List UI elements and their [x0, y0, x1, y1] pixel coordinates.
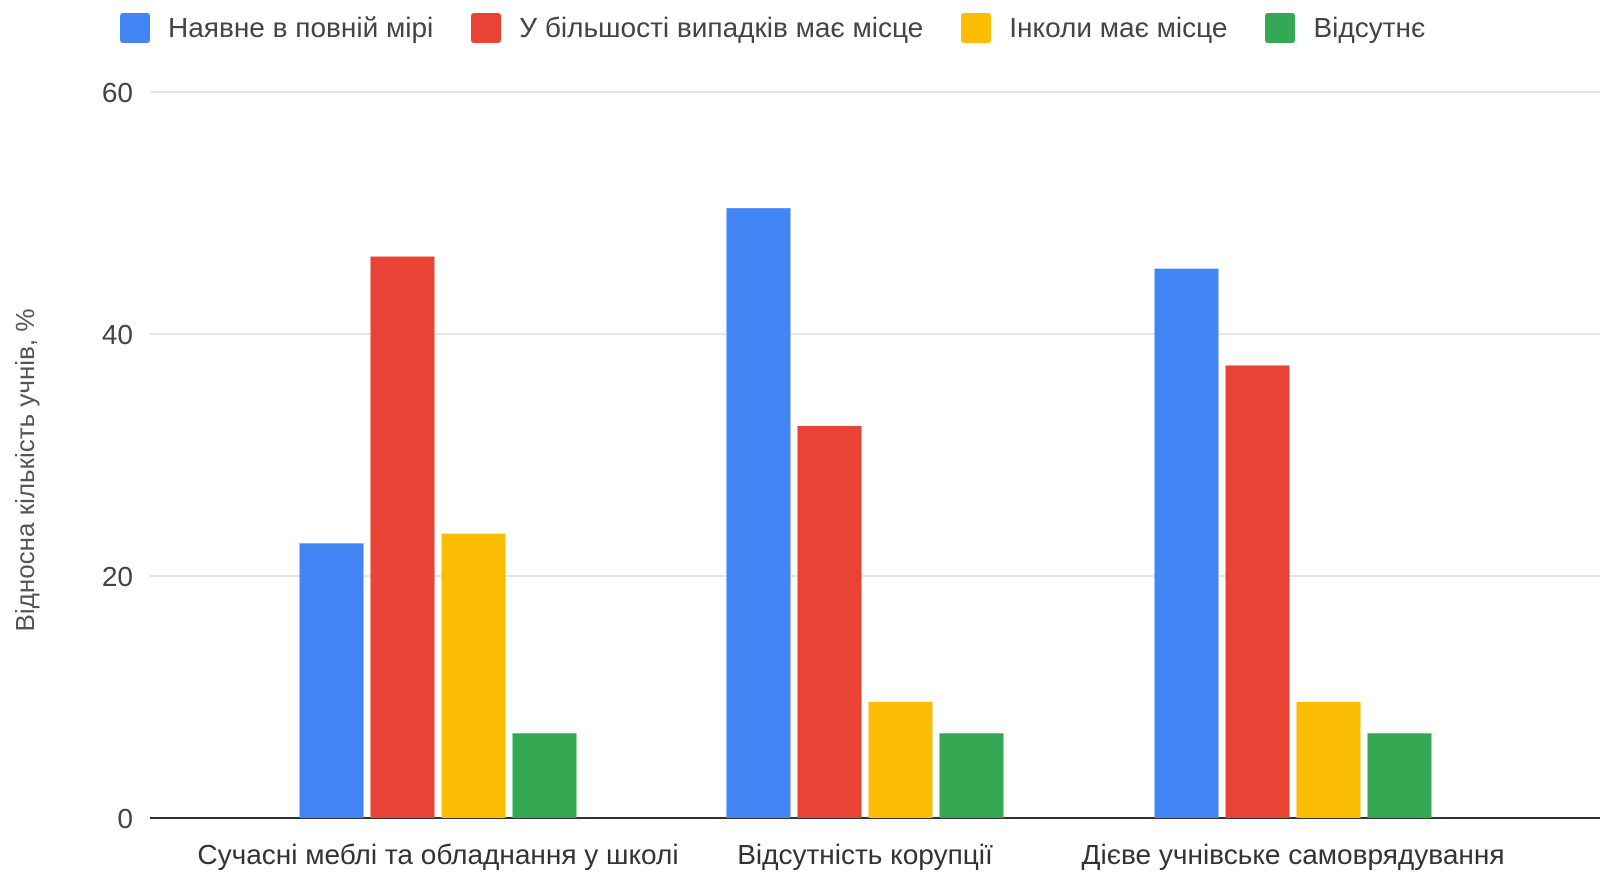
legend-item-sometimes-present[interactable]: Інколи має місце — [961, 12, 1227, 44]
legend-swatch-mostly-present — [471, 13, 502, 43]
bars — [299, 208, 1432, 818]
legend-swatch-absent — [1265, 13, 1296, 43]
legend-label-fully-present: Наявне в повній мірі — [168, 12, 434, 43]
y-tick-label: 60 — [102, 77, 133, 108]
chart-legend: Наявне в повній мірі У більшості випадкі… — [120, 6, 1463, 50]
y-axis-ticks: 0 20 40 60 — [102, 77, 133, 834]
bar-series2-cat0[interactable] — [441, 533, 506, 818]
legend-label-absent: Відсутнє — [1313, 12, 1426, 43]
bar-series1-cat1[interactable] — [797, 425, 862, 818]
x-category-label: Сучасні меблі та обладнання у школі — [197, 839, 678, 870]
y-tick-label: 0 — [117, 803, 133, 834]
bar-series2-cat2[interactable] — [1296, 701, 1361, 818]
x-category-label: Дієве учнівське самоврядування — [1082, 839, 1505, 870]
bar-series3-cat2[interactable] — [1367, 733, 1432, 818]
y-axis-title: Відносна кількість учнів, % — [10, 309, 40, 632]
x-axis-labels: Сучасні меблі та обладнання у школі Відсу… — [197, 839, 1504, 870]
bar-series1-cat0[interactable] — [370, 256, 435, 818]
legend-label-mostly-present: У більшості випадків має місце — [519, 12, 924, 43]
legend-item-absent[interactable]: Відсутнє — [1265, 12, 1425, 44]
bar-series0-cat0[interactable] — [299, 543, 364, 818]
bar-series3-cat1[interactable] — [939, 733, 1004, 818]
bar-series0-cat2[interactable] — [1154, 268, 1219, 818]
bar-series1-cat2[interactable] — [1225, 365, 1290, 818]
legend-item-fully-present[interactable]: Наявне в повній мірі — [120, 12, 433, 44]
y-tick-label: 20 — [102, 561, 133, 592]
legend-swatch-sometimes-present — [961, 13, 992, 43]
bar-series2-cat1[interactable] — [868, 701, 933, 818]
legend-swatch-fully-present — [120, 13, 150, 43]
legend-label-sometimes-present: Інколи має місце — [1009, 12, 1228, 43]
y-tick-label: 40 — [102, 319, 133, 350]
bar-series0-cat1[interactable] — [726, 208, 791, 818]
x-category-label: Відсутність корупції — [737, 839, 993, 870]
legend-item-mostly-present[interactable]: У більшості випадків має місце — [471, 12, 923, 44]
bar-series3-cat0[interactable] — [512, 733, 577, 818]
